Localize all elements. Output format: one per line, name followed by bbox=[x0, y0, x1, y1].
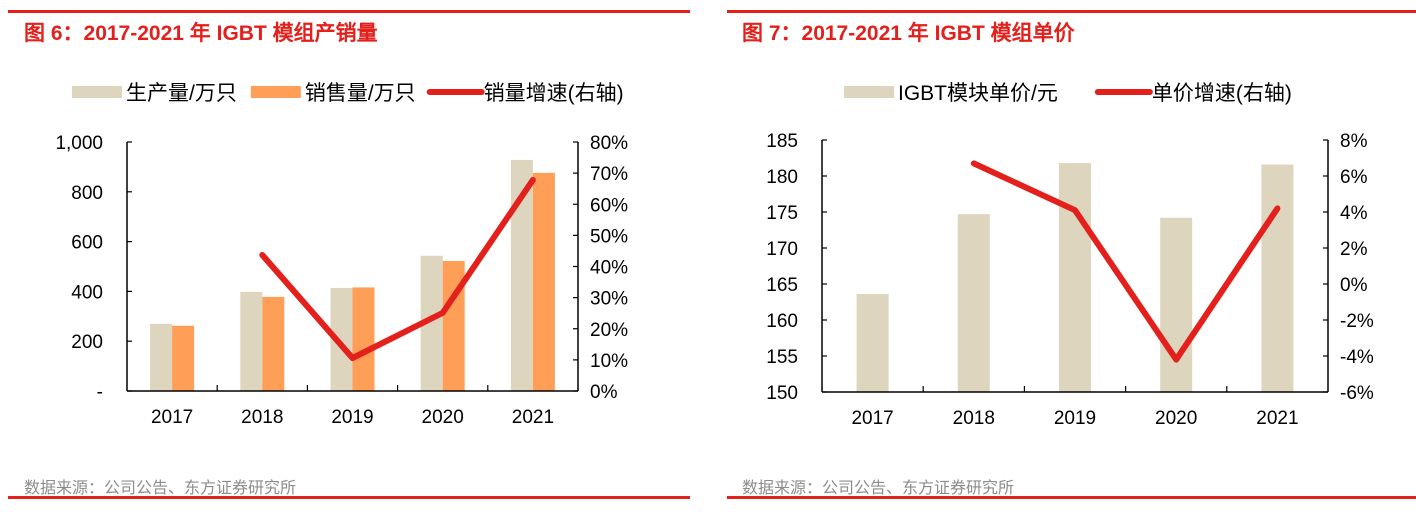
left-tick-label: 600 bbox=[71, 233, 103, 254]
right-tick-label: 0% bbox=[590, 382, 618, 403]
bar-1-2019 bbox=[352, 287, 375, 391]
x-tick-label: 2018 bbox=[241, 407, 283, 428]
bar-0-2021 bbox=[510, 159, 533, 391]
left-tick-label: 185 bbox=[766, 131, 798, 152]
x-tick-label: 2018 bbox=[953, 408, 995, 429]
data-source: 数据来源：公司公告、东方证券研究所 bbox=[742, 480, 1015, 497]
legend-label-0: IGBT模块单价/元 bbox=[898, 82, 1058, 105]
right-tick-label: 2% bbox=[1340, 239, 1368, 260]
x-tick-label: 2019 bbox=[331, 407, 373, 428]
left-tick-label: 155 bbox=[766, 347, 798, 368]
top-rule bbox=[727, 10, 1416, 13]
bar-0-2021 bbox=[1261, 164, 1294, 392]
right-tick-label: 30% bbox=[590, 289, 628, 310]
bar-1-2017 bbox=[172, 325, 195, 391]
right-tick-label: 40% bbox=[590, 258, 628, 279]
left-tick-label: 170 bbox=[766, 239, 798, 260]
bottom-rule bbox=[727, 496, 1416, 499]
top-rule bbox=[8, 10, 690, 13]
bar-0-2019 bbox=[1059, 163, 1091, 392]
bar-0-2020 bbox=[1160, 217, 1193, 392]
right-tick-label: -2% bbox=[1340, 311, 1374, 332]
right-tick-label: 60% bbox=[590, 195, 628, 216]
bottom-rule bbox=[8, 496, 690, 499]
right-tick-label: 4% bbox=[1340, 203, 1368, 224]
left-tick-label: 165 bbox=[766, 275, 798, 296]
figure-6-panel: 图 6：2017-2021 年 IGBT 模组产销量 生产量/万只 销售量/万只 销… bbox=[0, 0, 700, 520]
legend-label-0: 生产量/万只 bbox=[126, 82, 237, 105]
right-tick-label: 50% bbox=[590, 226, 628, 247]
left-tick-label: 200 bbox=[71, 332, 103, 353]
right-tick-label: 80% bbox=[590, 133, 628, 154]
left-tick-label: - bbox=[97, 382, 103, 403]
right-tick-label: -6% bbox=[1340, 383, 1374, 404]
left-tick-label: 180 bbox=[766, 167, 798, 188]
legend-swatch-0 bbox=[844, 86, 894, 98]
figure-title: 图 6：2017-2021 年 IGBT 模组产销量 bbox=[24, 22, 378, 45]
bar-1-2021 bbox=[532, 172, 555, 391]
x-tick-label: 2020 bbox=[1155, 408, 1197, 429]
line-series-2 bbox=[259, 176, 536, 362]
x-tick-label: 2021 bbox=[1256, 408, 1298, 429]
figure-title: 图 7：2017-2021 年 IGBT 模组单价 bbox=[742, 22, 1075, 45]
bar-0-2018 bbox=[240, 291, 263, 391]
x-tick-label: 2017 bbox=[151, 407, 193, 428]
left-tick-label: 1,000 bbox=[55, 133, 103, 154]
left-tick-label: 175 bbox=[766, 203, 798, 224]
right-tick-label: -4% bbox=[1340, 347, 1374, 368]
left-tick-label: 160 bbox=[766, 311, 798, 332]
legend-label-1: 销售量/万只 bbox=[305, 82, 416, 105]
bar-1-2018 bbox=[262, 296, 285, 391]
right-tick-label: 20% bbox=[590, 320, 628, 341]
x-tick-label: 2020 bbox=[422, 407, 464, 428]
right-tick-label: 8% bbox=[1340, 131, 1368, 152]
bar-0-2019 bbox=[330, 287, 353, 391]
data-source: 数据来源：公司公告、东方证券研究所 bbox=[24, 480, 297, 497]
left-tick-label: 150 bbox=[766, 383, 798, 404]
chart-production-sales: 生产量/万只 销售量/万只 销量增速(右轴) - 200 400 600 800 1,000 0%… bbox=[55, 82, 628, 428]
legend-label-2: 销量增速(右轴) bbox=[484, 82, 624, 105]
legend-swatch-0 bbox=[72, 86, 122, 98]
right-tick-label: 0% bbox=[1340, 275, 1368, 296]
bar-0-2018 bbox=[957, 214, 990, 392]
x-tick-label: 2021 bbox=[512, 407, 554, 428]
legend-label-1: 单价增速(右轴) bbox=[1152, 82, 1292, 105]
bar-0-2017 bbox=[856, 294, 889, 392]
x-tick-label: 2019 bbox=[1054, 408, 1096, 429]
legend-swatch-1 bbox=[250, 86, 301, 98]
right-tick-label: 10% bbox=[590, 351, 628, 372]
bar-0-2017 bbox=[150, 323, 173, 391]
figure-7-panel: 图 7：2017-2021 年 IGBT 模组单价 IGBT模块单价/元 单价增速… bbox=[710, 0, 1416, 520]
x-tick-label: 2017 bbox=[851, 408, 893, 429]
right-tick-label: 70% bbox=[590, 164, 628, 185]
line-series-1 bbox=[970, 160, 1281, 363]
left-tick-label: 800 bbox=[71, 183, 103, 204]
chart-unit-price: IGBT模块单价/元 单价增速(右轴) 150 155 160 165 170 175 180 1… bbox=[766, 82, 1374, 429]
right-tick-label: 6% bbox=[1340, 167, 1368, 188]
left-tick-label: 400 bbox=[71, 282, 103, 303]
bar-0-2020 bbox=[420, 255, 443, 391]
